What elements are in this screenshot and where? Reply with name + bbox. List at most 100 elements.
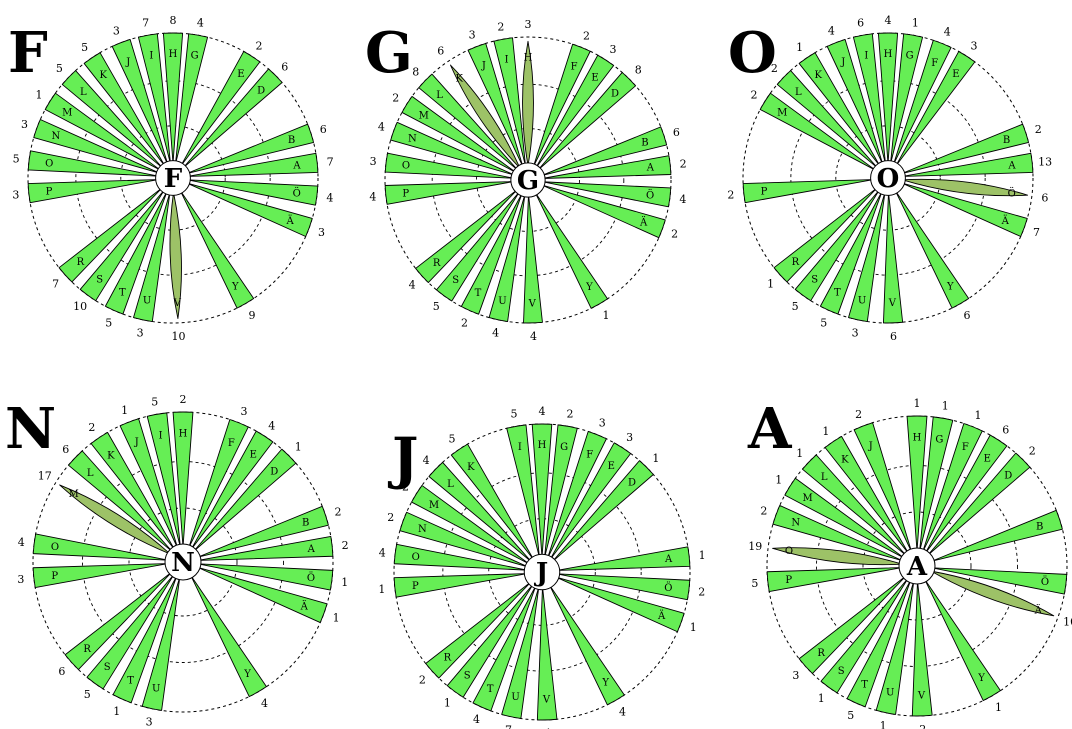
- spike-count: 1: [822, 425, 829, 438]
- spike-count: 4: [409, 278, 416, 291]
- spike-letter: A: [646, 163, 655, 174]
- spike-K: K6: [437, 45, 521, 169]
- spike-S: S5: [792, 189, 880, 313]
- spike-N: N2: [387, 511, 529, 568]
- spike-F: F4: [892, 26, 952, 166]
- spike-count: 4: [379, 546, 386, 559]
- spike-count: 3: [852, 327, 859, 340]
- spike-count: 6: [62, 443, 69, 456]
- spike-letter: K: [107, 451, 115, 462]
- spike-letter: T: [119, 287, 126, 298]
- diagram-j: JH4G2F3E3D1A1Ö2Ä1Y4V4U7T4S1R2P1O4N2M2L4K…: [378, 405, 705, 729]
- spike-letter: T: [475, 288, 482, 299]
- spike-count: 2: [671, 227, 678, 240]
- spike-P: P1: [378, 573, 528, 598]
- spike-letter: D: [1004, 470, 1012, 481]
- spike-letter: Ä: [286, 215, 295, 227]
- hub: [164, 543, 202, 581]
- spike-T: T4: [472, 585, 537, 726]
- spike-letter: L: [447, 479, 454, 490]
- spike-E: E3: [535, 43, 616, 169]
- spike-letter: V: [173, 298, 182, 309]
- spike-letter: E: [237, 69, 244, 80]
- spike-letter: K: [841, 455, 849, 466]
- spike-E: E6: [924, 423, 1009, 554]
- spike-letter: E: [591, 72, 598, 83]
- spike-letter: E: [250, 449, 257, 460]
- spike-O: O 19: [748, 540, 903, 566]
- spike-count: 4: [423, 454, 430, 467]
- hub-letter: A: [906, 552, 928, 582]
- spike-count: 4: [679, 193, 686, 206]
- spike-K: K2: [88, 421, 176, 551]
- spike-count: 1: [975, 409, 982, 422]
- spike-H: H1: [906, 397, 928, 552]
- spike-A: A 13: [901, 152, 1052, 177]
- spike-letter: Ö: [1008, 188, 1016, 200]
- spike-letter: K: [467, 462, 475, 473]
- spike-count: 1: [818, 692, 825, 705]
- spike-P: P3: [12, 179, 160, 204]
- spike-letter: D: [257, 85, 265, 96]
- spike-letter: L: [436, 90, 443, 101]
- spike-O: O4: [18, 533, 169, 561]
- hub-letter: J: [534, 558, 548, 588]
- spike-count: 2: [180, 393, 187, 406]
- spike-count: 2: [855, 408, 862, 421]
- spike-letter: F: [228, 438, 235, 449]
- spike-P: P2: [727, 179, 875, 204]
- spike-letter: Ä: [1034, 605, 1043, 617]
- spike-letter: F: [586, 449, 593, 460]
- spike-count: 4: [619, 705, 626, 718]
- spike-letter: N: [408, 133, 417, 144]
- spike-S: S1: [444, 583, 534, 709]
- spike-letter: U: [152, 684, 160, 695]
- spike-letter: N: [51, 131, 60, 142]
- inner-ring: [488, 518, 596, 626]
- spike-letter: B: [1003, 135, 1010, 146]
- spike-letter: Y: [977, 673, 985, 684]
- spike-letter: G: [560, 442, 568, 453]
- spike-Ä: Ä3: [186, 182, 325, 239]
- spike-letter: O: [785, 546, 793, 557]
- spike-letter: M: [802, 493, 812, 504]
- spike-H: H4: [877, 14, 899, 164]
- spike-letter: J: [481, 61, 486, 72]
- spike-P: P3: [17, 563, 169, 588]
- spike-count: 6: [890, 330, 897, 343]
- spike-count: 3: [370, 155, 377, 168]
- spike-count: 5: [433, 300, 440, 313]
- spike-letter: Ö: [646, 189, 654, 201]
- spike-count: 5: [511, 407, 518, 420]
- spike-letter: J: [840, 57, 845, 68]
- spike-letter: M: [419, 110, 429, 121]
- spike-I: I7: [137, 16, 171, 165]
- spike-letter: K: [100, 70, 108, 81]
- spike-count: 1: [295, 441, 302, 454]
- spike-K: K1: [822, 425, 910, 555]
- spike-G: G2: [544, 407, 578, 558]
- spike-Y: Y1: [534, 191, 610, 322]
- spike-letter: J: [134, 437, 139, 448]
- spike-count: 5: [448, 433, 455, 446]
- spike-T: T5: [846, 579, 912, 722]
- spike-count: 2: [461, 317, 468, 330]
- spike-U: U7: [501, 586, 540, 729]
- spike-letter: M: [68, 489, 78, 500]
- spike-letter: L: [795, 87, 802, 98]
- hub-letter: G: [517, 166, 539, 196]
- spike-letter: R: [792, 257, 800, 268]
- middle-ring: [82, 461, 284, 663]
- spike-letter: A: [307, 544, 316, 555]
- spike-E: E2: [180, 39, 263, 167]
- spike-letter: S: [838, 666, 845, 677]
- spike-count: 2: [419, 674, 426, 687]
- spike-P: P4: [369, 181, 515, 205]
- spike-count: 1: [444, 696, 451, 709]
- spike-letter: D: [611, 89, 619, 100]
- spike-count: 3: [525, 18, 532, 31]
- spike-count: 1: [699, 549, 706, 562]
